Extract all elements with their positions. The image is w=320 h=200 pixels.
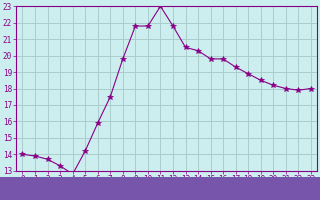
X-axis label: Windchill (Refroidissement éolien,°C): Windchill (Refroidissement éolien,°C): [58, 187, 276, 197]
